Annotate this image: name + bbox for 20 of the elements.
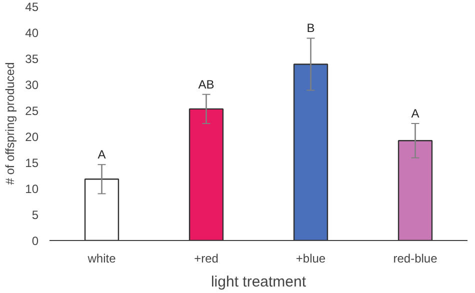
- y-tick-label: 10: [25, 182, 39, 196]
- y-tick-label: 5: [32, 208, 39, 222]
- x-tick-label: white: [86, 252, 116, 266]
- annotation: A: [98, 148, 106, 162]
- x-axis-title: light treatment: [210, 274, 307, 290]
- y-tick-label: 0: [32, 234, 39, 248]
- x-tick-label: +red: [194, 252, 218, 266]
- y-tick-label: 35: [25, 52, 39, 66]
- annotation: A: [411, 106, 420, 120]
- annotation: AB: [198, 77, 214, 92]
- x-tick-label: +blue: [296, 252, 326, 266]
- y-tick-label: 40: [25, 26, 39, 40]
- y-tick-label: 15: [25, 156, 39, 170]
- y-tick-label: 25: [25, 104, 39, 118]
- y-tick-label: 20: [25, 130, 39, 144]
- annotation: B: [306, 21, 315, 36]
- y-tick-label: 45: [25, 0, 39, 14]
- y-axis-title: # of offspring produced: [3, 62, 18, 185]
- y-tick-label: 30: [25, 78, 39, 92]
- x-tick-label: red-blue: [393, 252, 438, 266]
